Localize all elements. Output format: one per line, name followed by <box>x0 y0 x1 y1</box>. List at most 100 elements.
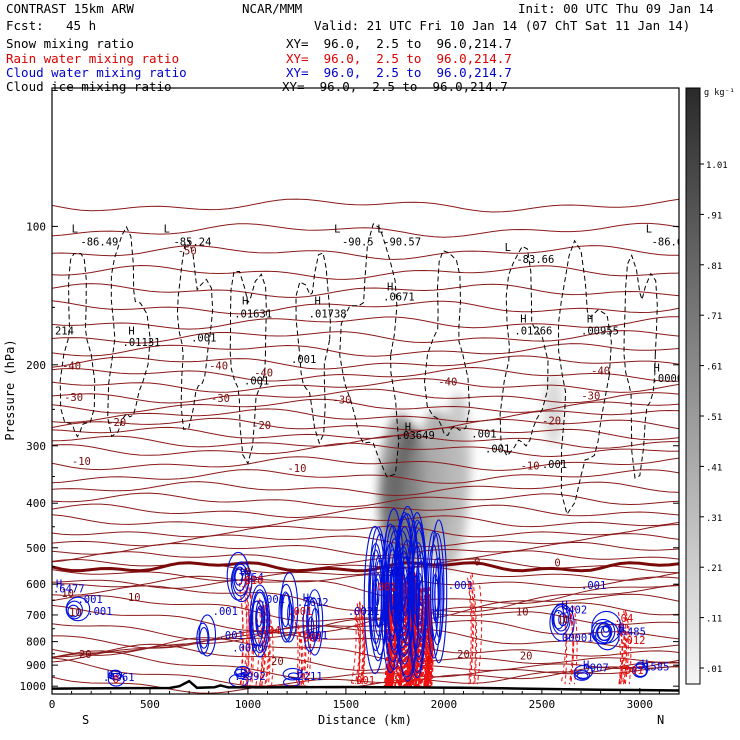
extremum-label: .0000 <box>232 642 264 654</box>
cloud-water-contour <box>255 607 263 628</box>
x-axis: 0 500 1000 1500 2000 2500 3000 <box>49 688 660 711</box>
extremum-label: -85.24 <box>173 236 211 248</box>
y-tick-label: 900 <box>26 659 46 672</box>
temperature-label: -10 <box>287 463 306 475</box>
extremum-label: .001 <box>471 429 496 441</box>
model-title: CONTRAST 15km ARW <box>6 1 134 16</box>
cloud-water-contour <box>632 663 648 678</box>
cloud-water-contour <box>434 578 440 612</box>
temperature-contour <box>52 435 679 449</box>
temperature-label: 10 <box>69 607 82 619</box>
extremum-label: H <box>240 567 246 579</box>
colorbar-label: .91 <box>706 211 722 221</box>
temperature-contour <box>52 481 679 497</box>
extremum-label: H <box>583 659 589 671</box>
forecast-hour: 45 h <box>66 18 97 33</box>
cloud-water-contour <box>576 672 589 680</box>
rain-contour <box>560 614 567 685</box>
cloud-ice-contour <box>59 252 96 438</box>
extremum-label: .001 <box>244 376 269 388</box>
extremum-label: .6477 <box>53 583 85 595</box>
rain-contour <box>385 598 392 688</box>
extremum-label: -86.69 <box>652 236 690 248</box>
cloud-water-contour <box>250 589 269 654</box>
extremum-label: .6 <box>420 655 433 667</box>
cloud-water-contour <box>553 606 570 632</box>
colorbar-label: .81 <box>706 262 722 272</box>
temperature-label: 0 <box>245 567 251 579</box>
temperature-label: -40 <box>209 361 228 373</box>
extremum-label: .001 <box>213 606 238 618</box>
extremum-label: L <box>164 223 170 235</box>
rain-contour <box>354 606 361 685</box>
temperature-label: 10 <box>557 614 570 626</box>
rain-contour <box>261 604 268 687</box>
cloud-ice-contour <box>229 271 267 465</box>
temperature-contour <box>52 355 679 370</box>
extremum-label: .001 <box>350 675 375 687</box>
field-name-cloud-ice: Cloud ice mixing ratio <box>6 79 172 94</box>
extremum-label: .001 <box>260 594 285 606</box>
extremum-label: .4961 <box>103 672 135 684</box>
rain-contour <box>359 601 365 685</box>
colorbar-label: .71 <box>706 312 722 322</box>
field-xy-cloud-ice: XY= 96.0, 2.5 to 96.0,214.7 <box>282 79 508 94</box>
rain-contour <box>425 589 433 688</box>
extremum-label: .001 <box>297 633 322 645</box>
temperature-contour <box>52 643 679 671</box>
cloud-water-contour <box>236 673 246 680</box>
cloud-ice-contour <box>176 239 214 430</box>
extremum-label: H <box>240 668 246 680</box>
cloud-water-contour <box>399 539 416 646</box>
cloud-water-contour <box>230 561 253 603</box>
cloud-water-contour <box>67 604 80 618</box>
cloud-water-contour <box>634 666 648 678</box>
temperature-label: -20 <box>542 416 561 428</box>
extremum-label: .001 <box>303 630 328 642</box>
temperature-contour <box>52 316 679 330</box>
extremum-label: L <box>377 223 383 235</box>
cloud-water-contour <box>199 627 209 649</box>
temperature-contour <box>52 398 679 414</box>
cloud-water-contour <box>282 667 303 681</box>
colorbar-label: .51 <box>706 413 722 423</box>
extremum-label: .1585 <box>638 662 670 674</box>
y-tick-label: 600 <box>26 578 46 591</box>
extremum-label: H <box>642 658 648 670</box>
temperature-contour <box>52 300 679 315</box>
extremum-label: .0021 <box>348 606 380 618</box>
cloud-water-contour <box>234 668 248 678</box>
cloud-water-contour <box>595 621 620 651</box>
rain-contour <box>416 601 422 688</box>
field-xy-cloud-water: XY= 96.0, 2.5 to 96.0,214.7 <box>286 65 512 80</box>
cloud-ice-contour <box>339 223 400 478</box>
temperature-contour <box>52 245 679 260</box>
temperature-contour <box>52 602 679 632</box>
rain-contour <box>468 581 473 685</box>
temperature-contour <box>52 388 679 404</box>
rain-contour <box>259 608 265 687</box>
rain-contour <box>350 609 357 685</box>
extremum-label: .1992 <box>234 671 266 683</box>
extremum-label: H <box>315 296 321 308</box>
extremum-label: .00955 <box>581 326 619 338</box>
extremum-label: .001 <box>287 606 312 618</box>
temperature-label: -50 <box>178 245 197 257</box>
rain-contour <box>242 585 248 687</box>
cloud-water-contour <box>363 525 387 675</box>
cloud-water-contour <box>375 578 380 607</box>
extremum-label: H <box>618 622 624 634</box>
cloud-water-contour <box>426 530 442 659</box>
extremum-label: L <box>646 223 652 235</box>
extremum-label: H <box>56 578 62 590</box>
rain-contour <box>304 615 310 687</box>
cloud-water-contour <box>382 508 405 671</box>
extremum-label: .001 <box>371 582 396 594</box>
extremum-label: H <box>587 314 593 326</box>
extremum-label: .001 <box>77 594 102 606</box>
cloud-water-contour <box>390 583 396 610</box>
extremum-label: .001 <box>542 459 567 471</box>
temperature-contour <box>52 198 679 213</box>
rain-contour <box>471 573 477 685</box>
